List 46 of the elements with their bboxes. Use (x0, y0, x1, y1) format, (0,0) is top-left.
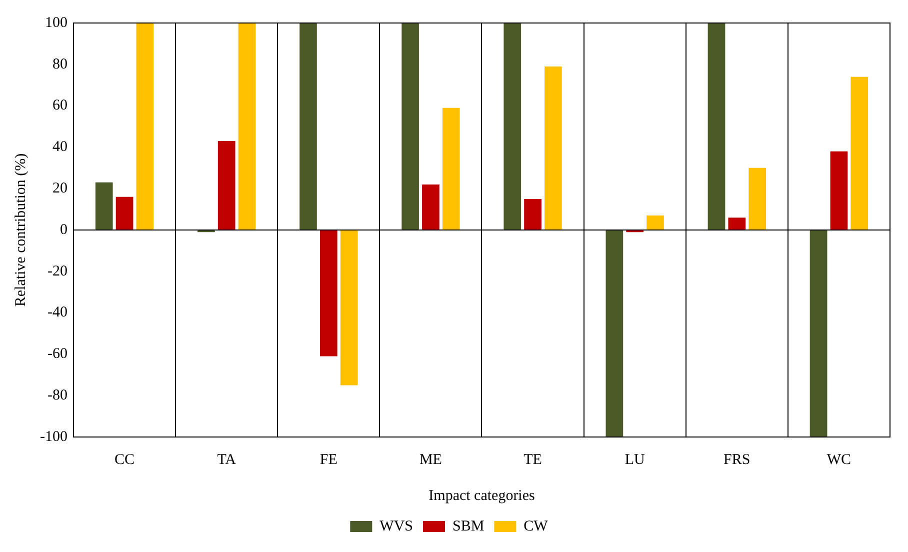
bar (728, 218, 746, 230)
legend-label: SBM (452, 518, 484, 534)
y-tick-label: 100 (44, 14, 68, 31)
bar (606, 230, 624, 437)
y-tick-label: 60 (52, 98, 68, 114)
y-tick-label: 80 (52, 56, 68, 72)
y-tick-label: -20 (47, 263, 68, 280)
x-axis-title: Impact categories (428, 488, 535, 504)
bar (524, 198, 542, 230)
legend-label: CW (524, 518, 549, 534)
x-tick-label: LU (624, 452, 646, 468)
bar (544, 66, 562, 230)
y-tick-label: -60 (47, 346, 68, 362)
y-tick-label: 20 (52, 180, 68, 197)
bar (748, 168, 766, 230)
bar (116, 196, 134, 230)
x-tick-label: CC (114, 452, 135, 468)
x-tick-label: FRS (724, 452, 750, 468)
bar (300, 23, 317, 230)
y-tick-label: 40 (52, 139, 68, 156)
y-tick-label: 0 (60, 222, 68, 238)
y-axis-title: Relative contribution (%) (12, 153, 29, 307)
y-tick-label: -100 (40, 428, 68, 445)
bar (402, 23, 419, 230)
bar (320, 230, 338, 356)
x-tick-label: FE (320, 452, 338, 468)
bar (136, 23, 154, 230)
bar (504, 23, 522, 230)
bar (95, 182, 113, 230)
bar (340, 230, 358, 386)
x-tick-label: TA (217, 452, 236, 468)
y-tick-label: -40 (47, 304, 68, 321)
x-tick-label: WC (826, 452, 852, 468)
legend-label: WVS (380, 518, 414, 534)
bar (850, 76, 868, 230)
bar (810, 230, 828, 437)
bar (238, 23, 256, 230)
bar (708, 23, 726, 230)
bar (830, 151, 848, 230)
bar (442, 108, 460, 230)
y-tick-label: -80 (47, 388, 68, 404)
bar (646, 216, 664, 230)
bar (422, 184, 440, 230)
x-tick-label: TE (524, 452, 542, 468)
x-tick-label: ME (419, 452, 442, 468)
bar (218, 140, 236, 230)
